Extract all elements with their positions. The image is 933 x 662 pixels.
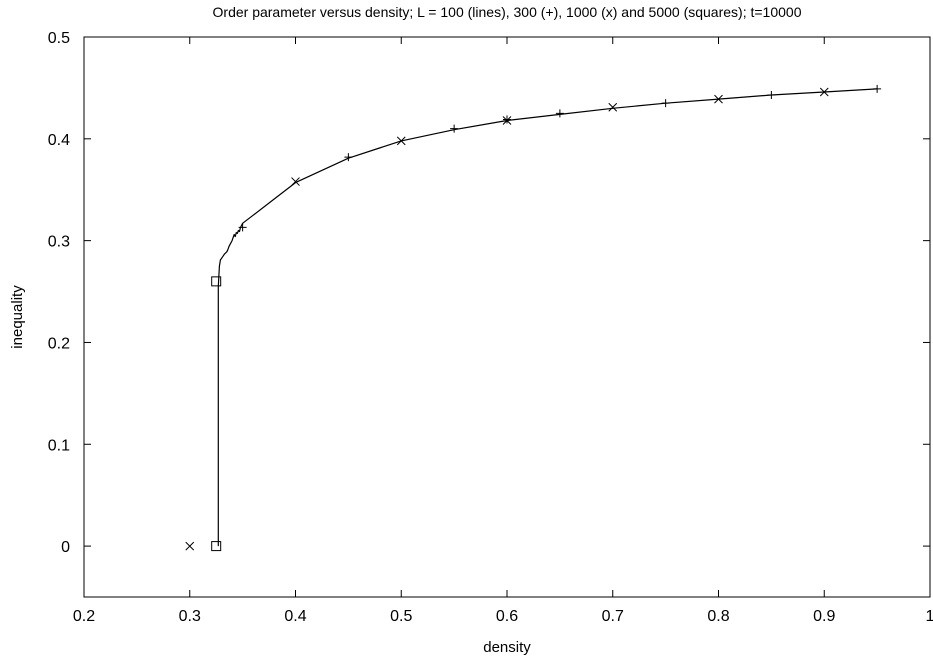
x-tick-label: 0.7 [602, 608, 624, 625]
plus-marker [555, 109, 564, 118]
plus-marker [503, 115, 511, 124]
plus-marker [873, 84, 882, 93]
x-tick-label: 0.9 [813, 608, 835, 625]
cross-marker [502, 116, 512, 125]
cross-marker [819, 87, 829, 97]
series-L100 [217, 88, 878, 547]
y-tick-label: 0.5 [48, 30, 70, 47]
series-L300 [238, 84, 882, 232]
series-layer [185, 84, 882, 552]
chart-title: Order parameter versus density; L = 100 … [213, 4, 802, 20]
plus-marker [661, 99, 670, 108]
x-tick-label: 0.5 [390, 608, 412, 625]
x-tick-label: 0.6 [496, 608, 518, 625]
plus-marker [767, 91, 776, 100]
x-axis-label: density [483, 639, 531, 656]
y-axis-label: inequality [9, 285, 26, 349]
x-tick-label: 1 [926, 608, 933, 625]
y-tick-label: 0.2 [48, 335, 70, 352]
plus-marker [344, 153, 353, 162]
y-tick-label: 0 [61, 539, 70, 556]
series-L5000 [211, 276, 222, 552]
y-tick-label: 0.1 [48, 437, 70, 454]
plus-marker [450, 124, 459, 133]
y-tick-label: 0.3 [48, 234, 70, 251]
x-tick-label: 0.8 [707, 608, 729, 625]
series-line [217, 88, 878, 547]
cross-marker [185, 541, 195, 551]
cross-marker [714, 94, 723, 104]
plus-marker [238, 223, 247, 232]
x-tick-label: 0.2 [73, 608, 95, 625]
series-L1000 [185, 87, 829, 551]
x-tick-label: 0.4 [284, 608, 306, 625]
square-marker [211, 276, 222, 287]
cross-marker [396, 136, 406, 146]
x-tick-label: 0.3 [179, 608, 201, 625]
y-tick-label: 0.4 [48, 132, 70, 149]
axis-ticks: 0.2 0.3 0.4 0.5 0.6 0.7 0.8 0.9 1 0 0.1 0.2 0.3 0.4 0.… [48, 30, 933, 625]
cross-marker [608, 102, 618, 112]
square-marker [211, 541, 222, 552]
cross-marker [291, 177, 300, 186]
